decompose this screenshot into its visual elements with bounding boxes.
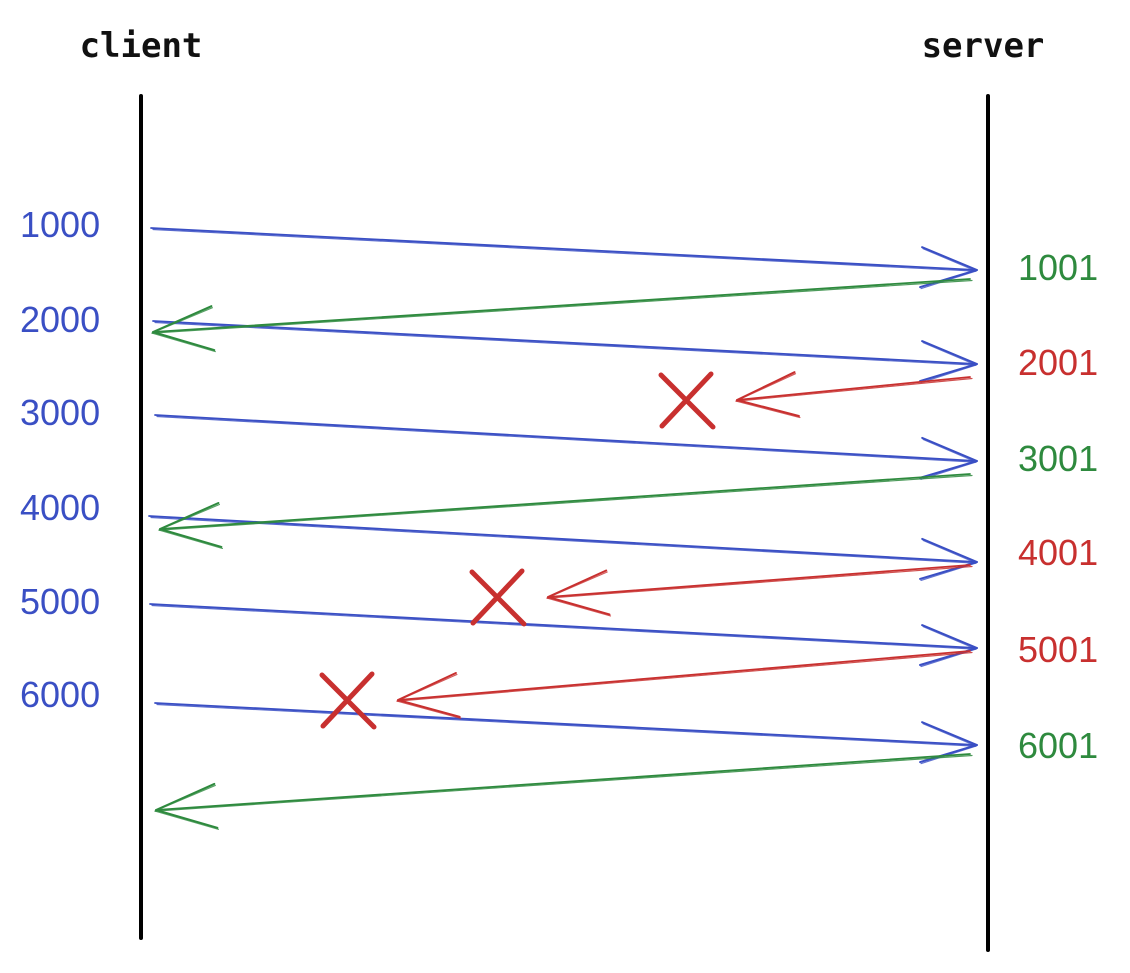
lost-ack-sequence-label: 4001	[1018, 532, 1098, 573]
ack-arrowhead-stroke	[154, 784, 219, 830]
data-segment-line	[154, 702, 978, 746]
lost-ack-sequence-label: 2001	[1018, 342, 1098, 383]
lost-ack-line	[547, 564, 971, 598]
data-segment-arrow	[154, 414, 978, 480]
ack-line-stroke	[151, 279, 973, 334]
packet-lost-cross-icon	[319, 671, 377, 730]
lost-ack-line-stroke	[396, 651, 973, 702]
data-segment-arrowhead	[919, 340, 978, 383]
server-label: server	[922, 26, 1045, 66]
cross-stroke-2	[470, 568, 525, 626]
data-segment-arrowhead-stroke	[920, 438, 977, 480]
ack-arrowhead-stroke	[158, 503, 223, 549]
data-segment-line-stroke	[152, 228, 977, 272]
packet-lost-cross-icon	[469, 568, 527, 627]
lost-ack-arrowhead-stroke	[396, 673, 462, 719]
messages-layer	[148, 227, 978, 830]
lost-ack-line-stroke	[735, 377, 973, 402]
data-segment-arrowhead-stroke	[920, 626, 977, 668]
sent-sequence-label: 6000	[20, 674, 100, 715]
lost-ack-line	[397, 650, 971, 701]
sent-sequence-label: 2000	[20, 299, 100, 340]
lost-ack-arrow	[396, 650, 973, 719]
ack-arrowhead-stroke	[151, 307, 216, 353]
labels-layer: 1000 2000 3000 4000 5000 6000 1001 2001 3001 4001…	[20, 204, 1098, 766]
data-segment-arrowhead-stroke	[920, 539, 977, 581]
data-segment-arrow	[149, 603, 978, 668]
data-segment-line-stroke	[151, 604, 977, 650]
data-segment-line-stroke	[154, 321, 977, 366]
cross-stroke-2	[659, 371, 714, 429]
data-segment-arrowhead	[919, 537, 978, 580]
data-segment-line-stroke	[156, 415, 977, 463]
ack-arrow	[151, 278, 973, 353]
packet-lost-cross-icon	[658, 371, 716, 430]
data-segment-arrow	[154, 702, 978, 765]
data-segment-line	[154, 414, 978, 462]
lost-ack-arrow	[735, 371, 973, 419]
data-segment-line	[149, 603, 978, 649]
cross-stroke-2	[320, 671, 375, 729]
client-label: client	[80, 26, 203, 66]
ack-arrow	[154, 753, 973, 830]
ack-line-stroke	[158, 474, 973, 531]
ack-sequence-label: 3001	[1018, 438, 1098, 479]
ack-line	[159, 473, 971, 530]
sent-sequence-label: 3000	[20, 392, 100, 433]
data-segment-arrowhead	[919, 624, 978, 666]
lost-ack-line-stroke	[546, 565, 973, 599]
ack-arrow	[158, 473, 973, 549]
ack-line	[152, 278, 971, 333]
lost-ack-line	[736, 376, 971, 401]
sent-sequence-label: 4000	[20, 487, 100, 528]
ack-sequence-label: 1001	[1018, 247, 1098, 288]
data-segment-line	[148, 515, 978, 563]
data-segment-line-stroke	[156, 703, 977, 747]
ack-line-stroke	[154, 754, 973, 812]
lost-ack-arrowhead-stroke	[735, 373, 801, 419]
data-segment-arrow	[148, 515, 978, 581]
data-segment-arrow	[152, 320, 978, 384]
lost-ack-sequence-label: 5001	[1018, 629, 1098, 670]
sent-sequence-label: 5000	[20, 581, 100, 622]
ack-line	[155, 753, 971, 811]
data-segment-arrowhead	[919, 436, 978, 479]
data-segment-arrowhead-stroke	[920, 342, 977, 384]
lost-ack-arrow	[546, 564, 973, 617]
data-segment-line	[150, 227, 978, 271]
data-segment-arrow	[150, 227, 978, 290]
ack-sequence-label: 6001	[1018, 725, 1098, 766]
data-segment-line-stroke	[150, 516, 977, 564]
sent-sequence-label: 1000	[20, 204, 100, 245]
lost-ack-arrowhead-stroke	[546, 571, 612, 617]
data-segment-line	[152, 320, 978, 365]
